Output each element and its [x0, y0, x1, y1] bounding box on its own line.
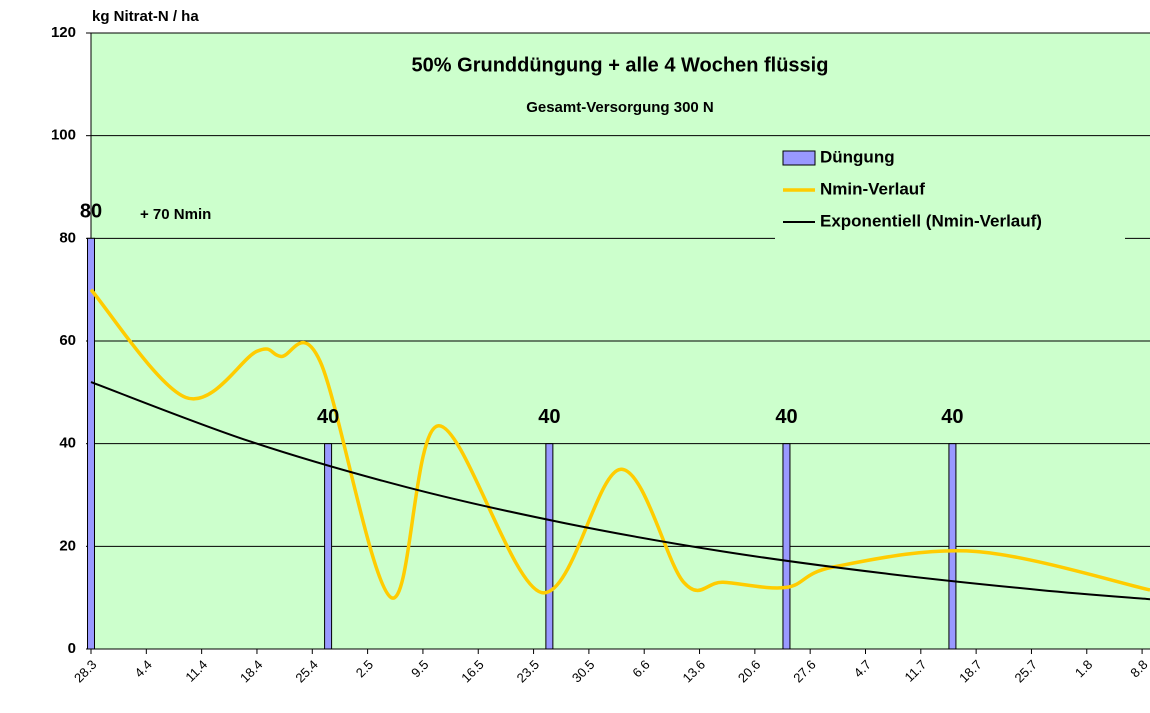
- y-tick-label: 20: [59, 537, 76, 554]
- line: [89, 288, 1150, 600]
- x-tick-label: 1.8: [1072, 657, 1095, 680]
- x-tick-label: 28.3: [71, 657, 100, 686]
- x-tick-label: 20.6: [735, 657, 764, 686]
- x-tick-label: 18.4: [237, 657, 266, 686]
- legend-label: Nmin-Verlauf: [820, 179, 925, 198]
- data-label: 40: [775, 406, 797, 428]
- bar: [324, 443, 333, 650]
- y-tick-label: 80: [59, 229, 76, 246]
- x-tick-label: 30.5: [569, 657, 598, 686]
- legend: Düngung Nmin-Verlauf Exponentiell (Nmin-Ve…: [775, 143, 1125, 240]
- data-label: 40: [317, 406, 339, 428]
- x-tick-label: 6.6: [629, 657, 652, 680]
- x-tick-label: 11.7: [902, 657, 930, 685]
- annotation: + 70 Nmin: [140, 206, 211, 223]
- x-tick-label: 25.4: [292, 657, 321, 686]
- y-axis-label: kg Nitrat-N / ha: [92, 8, 199, 25]
- bar: [948, 443, 957, 650]
- x-tick-label: 25.7: [1012, 657, 1041, 686]
- chart-title: 50% Grunddüngung + alle 4 Wochen flüssig: [412, 54, 829, 76]
- y-tick-label: 0: [68, 640, 76, 657]
- bar: [782, 443, 791, 650]
- x-tick-label: 23.5: [514, 657, 543, 686]
- x-tick-label: 4.4: [131, 657, 154, 680]
- data-label: 40: [941, 406, 963, 428]
- y-tick-label: 100: [51, 127, 76, 144]
- legend-label: Düngung: [820, 147, 895, 166]
- x-tick-label: 13.6: [680, 657, 709, 686]
- data-label: 80: [80, 201, 102, 223]
- x-tick-label: 18.7: [956, 657, 985, 686]
- y-tick-label: 60: [59, 332, 76, 349]
- legend-label: Exponentiell (Nmin-Verlauf): [820, 211, 1042, 230]
- x-tick-label: 16.5: [458, 657, 487, 686]
- y-tick-label: 40: [59, 435, 76, 452]
- x-tick-label: 4.7: [851, 657, 874, 680]
- x-tick-label: 27.6: [790, 657, 819, 686]
- x-tick-label: 11.4: [182, 657, 210, 685]
- x-tick-label: 2.5: [353, 657, 376, 680]
- chart-subtitle: Gesamt-Versorgung 300 N: [526, 99, 714, 116]
- x-tick-label: 8.8: [1127, 657, 1150, 680]
- data-label: 40: [538, 406, 560, 428]
- x-tick-label: 9.5: [408, 657, 431, 680]
- legend-swatch: [782, 150, 816, 166]
- bar: [87, 237, 95, 650]
- legend-box: [775, 143, 1125, 240]
- marks: [87, 237, 1150, 650]
- y-tick-label: 120: [51, 24, 76, 41]
- bar: [545, 443, 554, 650]
- line: [90, 381, 1150, 601]
